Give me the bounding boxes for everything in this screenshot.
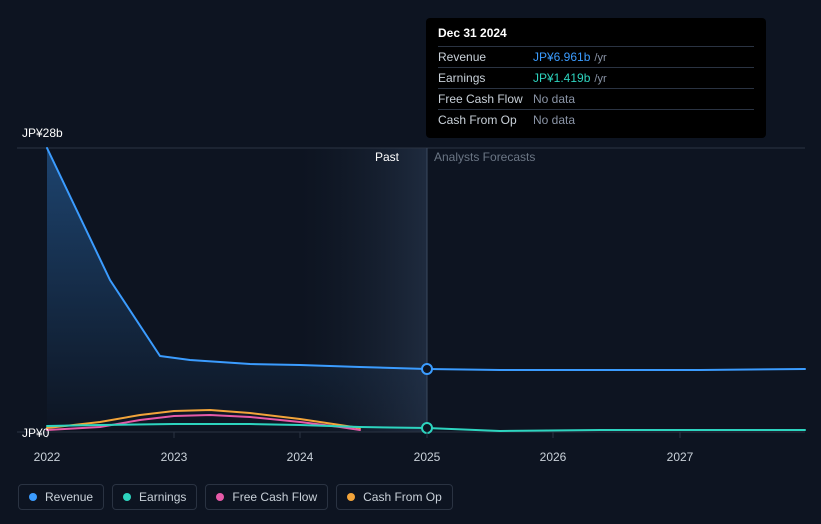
x-axis-tick: 2023 [161,450,188,464]
tooltip-row-label: Revenue [438,50,533,64]
tooltip-row-value: JP¥6.961b [533,50,590,64]
legend-dot-icon [216,493,224,501]
chart-tooltip: Dec 31 2024 RevenueJP¥6.961b/yrEarningsJ… [426,18,766,138]
x-axis-tick: 2022 [34,450,61,464]
tooltip-date: Dec 31 2024 [438,26,754,46]
tooltip-row-value: No data [533,92,575,106]
past-section-label: Past [375,150,399,164]
chart-legend: Revenue Earnings Free Cash Flow Cash From O… [18,484,453,510]
legend-item-label: Earnings [139,490,186,504]
x-axis-tick: 2026 [540,450,567,464]
tooltip-row-suffix: /yr [594,52,606,64]
y-axis-top-label: JP¥28b [22,126,63,140]
legend-dot-icon [123,493,131,501]
tooltip-row-label: Free Cash Flow [438,92,533,106]
legend-dot-icon [347,493,355,501]
tooltip-row: Cash From OpNo data [438,109,754,130]
x-axis-tick: 2024 [287,450,314,464]
legend-item[interactable]: Free Cash Flow [205,484,328,510]
legend-item-label: Free Cash Flow [232,490,317,504]
tooltip-row: EarningsJP¥1.419b/yr [438,67,754,88]
tooltip-row-label: Earnings [438,71,533,85]
forecast-section-label: Analysts Forecasts [434,150,535,164]
legend-dot-icon [29,493,37,501]
tooltip-row-value: No data [533,113,575,127]
tooltip-row-label: Cash From Op [438,113,533,127]
legend-item[interactable]: Revenue [18,484,104,510]
tooltip-row-suffix: /yr [594,73,606,85]
tooltip-row: RevenueJP¥6.961b/yr [438,46,754,67]
x-axis-tick: 2027 [667,450,694,464]
legend-item-label: Cash From Op [363,490,442,504]
legend-item[interactable]: Earnings [112,484,197,510]
tooltip-row-value: JP¥1.419b [533,71,590,85]
legend-item-label: Revenue [45,490,93,504]
x-axis-tick: 2025 [414,450,441,464]
y-axis-bottom-label: JP¥0 [22,426,49,440]
tooltip-row: Free Cash FlowNo data [438,88,754,109]
financials-forecast-chart: JP¥28b JP¥0 Past Analysts Forecasts 2022… [0,0,821,524]
legend-item[interactable]: Cash From Op [336,484,453,510]
